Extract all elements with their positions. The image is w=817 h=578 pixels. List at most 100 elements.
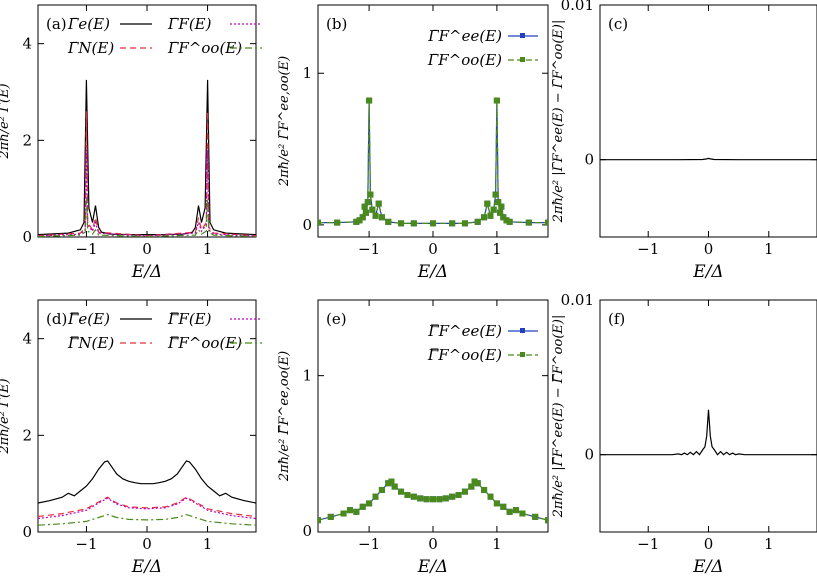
panel-d-tag: (d) [46,310,67,328]
panel-b-point [500,214,507,221]
panel-d-series-3 [38,513,256,526]
panel-b-point [385,218,392,225]
panel-b-series-1 [318,100,548,224]
panel-d-legend-label: Γ̿N(E) [67,334,114,352]
panel-e-ytick-label: 0 [302,522,312,540]
panel-e-point [532,513,539,520]
panel-e-ylabel: 2πħ/e² Γ̿F^ee,oo(E) [277,351,292,482]
panel-b-legend-label: Γ̄F^ee(E) [427,27,502,45]
panel-b-xtick-label: −1 [358,240,380,258]
panel-a-ytick-label: 4 [22,35,32,53]
panel-e: −1 0 1 1 0 E/Δ 2πħ/e² Γ̿F^ee,oo(E) (e) Γ̿F^ee(E)… [277,299,549,577]
panel-e-point [410,493,417,500]
panel-a-xtick-label: 0 [142,240,152,258]
panel-e-point [423,496,430,503]
panel-b-point [366,97,373,104]
panel-b-ytick-label: 0 [302,216,312,234]
panel-b-point [492,191,499,198]
panel-b-point [545,219,548,226]
panel-b-legend-marker [520,57,525,62]
panel-e-point [481,486,488,493]
panel-b-point [498,203,505,210]
panel-b-point [362,209,369,216]
panel-e-point [346,507,353,514]
panel-e-point [545,517,548,524]
panel-b-point [497,209,504,216]
panel-d-xtick-label: 0 [142,535,152,553]
panel-d-legend-label: Γ̿F^oo(E) [167,334,242,352]
panel-e-legend-label: Γ̿F^ee(E) [427,322,502,340]
panel-f-xtick-label: 1 [764,535,774,553]
panel-e-point [487,493,494,500]
panel-e-point [372,493,379,500]
panel-a-legend-label: Γ̄N(E) [67,39,114,57]
panel-b-point [375,200,382,207]
panel-b-point [367,191,374,198]
panel-b-point [484,200,491,207]
panel-e-point [493,500,500,507]
panel-b-point [490,206,497,213]
panel-b-xtick-label: 0 [428,240,438,258]
panel-c-ylabel: 2πħ/e² |Γ̄F^ee(E) − Γ̄F^oo(E)| [551,20,566,224]
panel-a-ylabel: 2πħ/e² Γ̄(E) [0,83,12,159]
panel-d-series-2 [38,497,256,520]
panel-e-legend-label: Γ̿F^oo(E) [427,346,502,364]
panel-e-point [388,478,395,485]
panel-b-point [398,220,405,227]
panel-c-tag: (c) [608,15,628,33]
panel-c: −1 0 1 0 0.01 E/Δ 2πħ/e² |Γ̄F^ee(E) − Γ̄F^oo(E… [551,0,817,282]
panel-b-point [372,212,379,219]
panel-a-xtick-label: 1 [203,240,213,258]
panel-b-point [474,218,481,225]
panel-d-series-1 [38,496,256,518]
panel-a-tag: (a) [46,15,67,33]
panel-a-xlabel: E/Δ [131,262,162,282]
panel-e-point [327,513,334,520]
panel-e-xtick-label: −1 [358,535,380,553]
panel-e-point [519,510,526,517]
panel-e-point [461,488,468,495]
panel-f: −1 0 1 0 0.01 E/Δ 2πħ/e² |Γ̿F^ee(E) − Γ̿F^oo(E… [551,291,817,577]
panel-b-ylabel: 2πħ/e² Γ̄F^ee,oo(E) [277,56,292,187]
panel-d-xtick-label: −1 [75,535,97,553]
panel-a-ytick-label: 0 [22,228,32,246]
panel-a-legend-label: Γ̄F(E) [167,15,212,33]
panel-e-point [404,492,411,499]
panel-f-ylabel: 2πħ/e² |Γ̿F^ee(E) − Γ̿F^oo(E)| [551,315,566,519]
panel-e-point [455,492,462,499]
panel-d-ylabel: 2πħ/e² Γ̿(E) [0,378,12,454]
panel-e-point [378,486,385,493]
panel-e-point [318,517,321,524]
panel-a-series-3 [38,198,256,237]
panel-b-point [481,214,488,221]
panel-e-point [474,480,481,487]
panel-d-xtick-label: 1 [203,535,213,553]
panel-f-ytick-label: 0 [584,446,594,464]
panel-b: −1 0 1 0 1 E/Δ 2πħ/e² Γ̄F^ee,oo(E) (b) Γ̄F^ee(E)… [277,4,549,282]
panel-b-series-0 [318,100,548,224]
panel-d-ytick-label: 0 [22,523,32,541]
panel-f-xtick-label: 0 [704,535,714,553]
panel-d: −1 0 1 0 2 4 E/Δ 2πħ/e² Γ̿(E) (d) Γ̿e(E) Γ̿N(E) Γ̿F… [0,299,262,577]
panel-e-point [506,508,513,515]
panel-e-point [500,503,507,510]
panel-e-tag: (e) [326,310,347,328]
panel-a-ytick-label: 2 [22,131,32,149]
panel-e-xtick-label: 1 [492,535,502,553]
panel-c-ytick-label: 0.01 [561,0,594,14]
panel-d-series-0 [38,460,256,504]
panel-a-series-2 [38,149,256,237]
panel-f-xlabel: E/Δ [692,557,723,577]
panel-b-point [430,220,436,227]
panel-e-point [353,508,360,515]
panel-e-ytick-label: 1 [302,367,312,385]
panel-b-point [369,206,376,213]
panel-b-point [487,212,494,219]
panel-b-point [495,199,502,206]
panel-e-point [468,483,475,490]
panel-b-ytick-label: 1 [302,64,312,82]
panel-b-legend-marker [520,33,525,38]
panel-b-point [318,219,321,226]
panel-e-point [442,495,449,502]
panel-d-ytick-label: 4 [22,330,32,348]
